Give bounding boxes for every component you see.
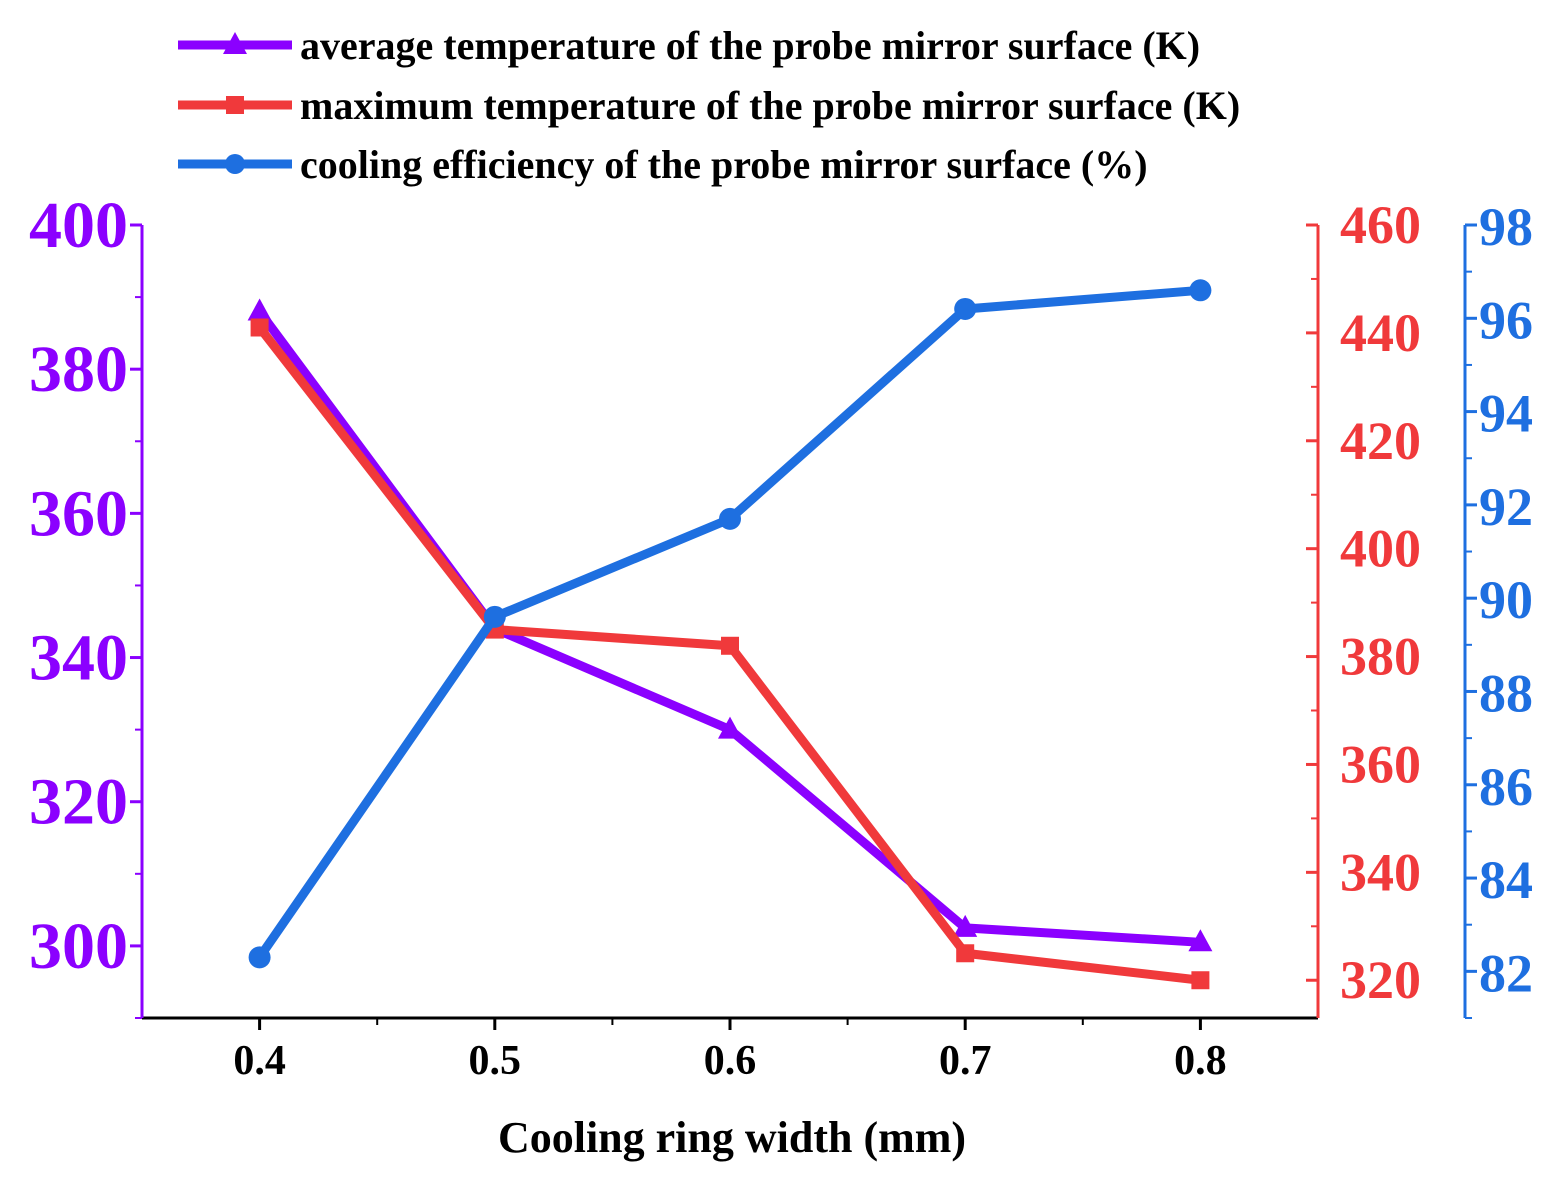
data-point-cooling-efficiency bbox=[954, 297, 977, 320]
data-point-cooling-efficiency bbox=[719, 507, 741, 530]
legend-item-cooling: cooling efficiency of the probe mirror s… bbox=[178, 142, 1148, 187]
legend-label-maximum: maximum temperature of the probe mirror … bbox=[300, 83, 1240, 128]
x-tick-label: 0.6 bbox=[704, 1038, 757, 1084]
data-point-max-temperature bbox=[1191, 971, 1210, 990]
x-axis-title: Cooling ring width (mm) bbox=[498, 1113, 966, 1162]
legend-item-average: average temperature of the probe mirror … bbox=[178, 23, 1200, 68]
left-tick-label: 300 bbox=[29, 910, 128, 983]
data-point-avg-temperature bbox=[247, 298, 272, 321]
data-point-avg-temperature bbox=[1188, 929, 1213, 952]
right2-tick-label: 84 bbox=[1479, 850, 1533, 910]
ticks-layer: 0.4 0.5 0.6 0.7 0.8 300 320 340 360 380 400 320 340 3… bbox=[29, 189, 1533, 1084]
right2-tick-label: 88 bbox=[1479, 663, 1533, 723]
right2-tick-label: 86 bbox=[1479, 757, 1533, 817]
series-line-circle bbox=[255, 285, 1201, 960]
legend-item-maximum: maximum temperature of the probe mirror … bbox=[178, 83, 1240, 128]
right2-tick-label: 96 bbox=[1479, 290, 1533, 350]
right-tick-label: 360 bbox=[1340, 734, 1421, 794]
legend-marker-square bbox=[226, 96, 244, 114]
left-tick-label: 380 bbox=[29, 333, 128, 406]
x-tick-label: 0.8 bbox=[1174, 1038, 1227, 1084]
right2-tick-label: 98 bbox=[1479, 197, 1533, 257]
right-tick-label: 420 bbox=[1340, 411, 1421, 471]
data-point-cooling-efficiency bbox=[483, 605, 506, 628]
right-tick-label: 320 bbox=[1340, 950, 1421, 1010]
left-tick-label: 400 bbox=[29, 189, 128, 262]
legend-marker-triangle bbox=[223, 32, 247, 54]
data-point-max-temperature bbox=[721, 636, 739, 655]
legend-label-average: average temperature of the probe mirror … bbox=[300, 23, 1200, 68]
axes-layer bbox=[140, 225, 1467, 1020]
data-point-cooling-efficiency bbox=[248, 946, 271, 969]
x-tick-label: 0.7 bbox=[939, 1038, 992, 1084]
left-tick-label: 360 bbox=[29, 477, 128, 550]
legend-label-cooling: cooling efficiency of the probe mirror s… bbox=[300, 142, 1148, 187]
right-tick-label: 400 bbox=[1340, 519, 1421, 579]
x-tick-label: 0.4 bbox=[233, 1038, 286, 1084]
right2-tick-label: 82 bbox=[1479, 943, 1533, 1003]
right-tick-label: 340 bbox=[1340, 842, 1421, 902]
legend: average temperature of the probe mirror … bbox=[178, 23, 1240, 187]
right-tick-label: 460 bbox=[1340, 195, 1421, 255]
data-point-avg-temperature bbox=[953, 914, 978, 937]
data-point-cooling-efficiency bbox=[1189, 279, 1212, 302]
right2-tick-label: 94 bbox=[1479, 384, 1533, 444]
right-tick-label: 440 bbox=[1340, 303, 1421, 363]
data-point-avg-temperature bbox=[718, 716, 742, 739]
data-point-max-temperature bbox=[250, 318, 269, 337]
left-tick-label: 340 bbox=[29, 622, 128, 695]
x-tick-label: 0.5 bbox=[469, 1038, 522, 1084]
left-tick-label: 320 bbox=[29, 766, 128, 839]
data-point-max-temperature bbox=[956, 944, 975, 963]
series-line-triangle bbox=[255, 308, 1201, 947]
series-layer bbox=[247, 279, 1213, 990]
right-tick-label: 380 bbox=[1340, 627, 1421, 687]
right2-tick-label: 92 bbox=[1479, 477, 1533, 537]
right2-tick-label: 90 bbox=[1479, 570, 1533, 630]
legend-marker-circle bbox=[225, 154, 245, 174]
